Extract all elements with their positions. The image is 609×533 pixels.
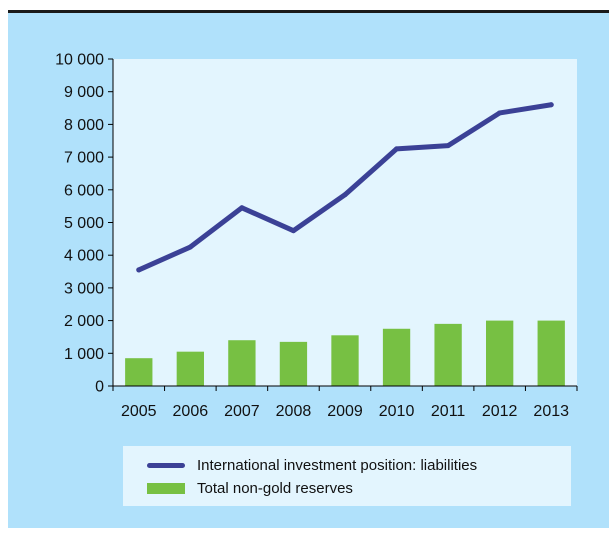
- point-2007: [239, 205, 245, 211]
- legend-line-swatch: [147, 462, 185, 468]
- legend-item-liabilities: International investment position: liabi…: [147, 455, 477, 475]
- bar-2011: [434, 323, 462, 386]
- x-tick-label: 2010: [379, 403, 415, 420]
- point-2013: [548, 102, 554, 108]
- point-2010: [394, 146, 400, 152]
- point-2008: [290, 228, 296, 234]
- legend-bar-swatch: [147, 482, 185, 494]
- bar-2012: [486, 320, 514, 386]
- x-tick-label: 2006: [173, 403, 209, 420]
- bar-2005: [125, 358, 153, 386]
- y-tick-label: 0: [95, 379, 104, 396]
- point-2011: [445, 143, 451, 149]
- point-2005: [136, 267, 142, 273]
- legend: International investment position: liabi…: [123, 446, 571, 506]
- point-2009: [342, 192, 348, 198]
- bar-2007: [228, 340, 256, 386]
- bar-2013: [537, 320, 565, 386]
- y-tick-label: 10 000: [55, 52, 104, 69]
- legend-label-reserves: Total non-gold reserves: [197, 479, 353, 497]
- y-tick-label: 1 000: [64, 346, 104, 363]
- y-tick-label: 9 000: [64, 84, 104, 101]
- y-tick-label: 6 000: [64, 182, 104, 199]
- bar-2006: [176, 351, 204, 386]
- y-tick-label: 2 000: [64, 313, 104, 330]
- bar-2008: [279, 341, 308, 386]
- x-tick-label: 2011: [431, 403, 466, 420]
- point-2012: [497, 110, 503, 116]
- x-tick-label: 2008: [276, 403, 312, 420]
- bar-2009: [331, 335, 359, 386]
- legend-item-reserves: Total non-gold reserves: [147, 478, 353, 498]
- line-series: [136, 102, 554, 273]
- bar-2010: [382, 328, 411, 386]
- y-tick-label: 4 000: [64, 248, 104, 265]
- x-tick-label: 2009: [327, 403, 363, 420]
- y-tick-label: 5 000: [64, 215, 104, 232]
- x-tick-label: 2007: [224, 403, 260, 420]
- legend-label-liabilities: International investment position: liabi…: [197, 456, 478, 474]
- x-axis-ticks: 2005 2006 2007 2008 2009 2010 2011 2012 2013: [112, 386, 578, 420]
- y-tick-label: 7 000: [64, 150, 104, 167]
- top-rule: [8, 10, 609, 13]
- x-tick-label: 2012: [482, 403, 518, 420]
- y-axis-ticks: 0 1 000 2 000 3 000 4 000 5 000 6 000 7 000 8 00…: [55, 52, 113, 396]
- x-tick-label: 2005: [121, 403, 157, 420]
- bar-series: [125, 320, 565, 386]
- y-tick-label: 8 000: [64, 117, 104, 134]
- y-tick-label: 3 000: [64, 280, 104, 297]
- point-2006: [187, 244, 193, 250]
- x-tick-label: 2013: [533, 403, 569, 420]
